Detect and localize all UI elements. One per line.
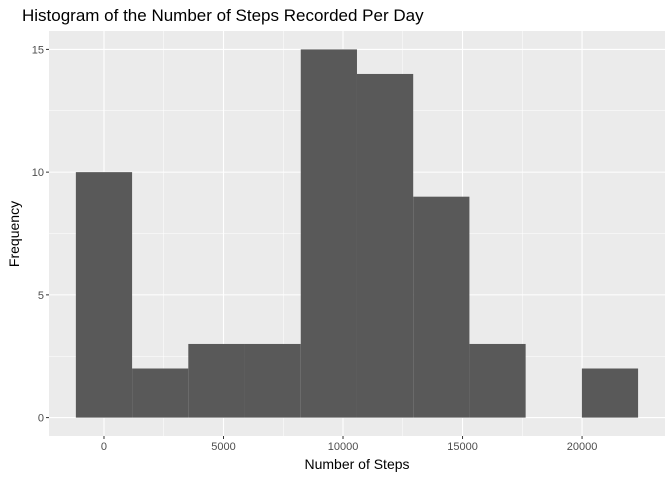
histogram-bar	[75, 172, 133, 418]
chart-title: Histogram of the Number of Steps Recorde…	[22, 6, 424, 25]
x-tick-label: 0	[101, 441, 107, 453]
y-tick-label: 0	[38, 413, 44, 425]
x-tick-label: 5000	[211, 441, 235, 453]
y-axis-title: Frequency	[6, 201, 22, 267]
x-tick-label: 10000	[328, 441, 359, 453]
x-tick-label: 20000	[567, 441, 598, 453]
y-tick-label: 5	[38, 290, 44, 302]
histogram-bars	[75, 49, 639, 418]
histogram-bar	[188, 343, 245, 418]
histogram-bar	[413, 196, 470, 418]
y-tick-label: 10	[32, 167, 44, 179]
x-tick-label: 15000	[447, 441, 478, 453]
histogram-bar	[356, 73, 414, 418]
histogram-bar	[244, 343, 301, 418]
histogram-bar	[132, 368, 189, 418]
y-axis: 0 5 10 15	[32, 44, 49, 425]
x-axis: 0 5000 10000 15000 20000	[101, 436, 597, 453]
x-axis-title: Number of Steps	[304, 456, 409, 472]
histogram-bar	[300, 49, 357, 418]
histogram-bar	[469, 343, 526, 418]
y-tick-label: 15	[32, 44, 44, 56]
histogram-bar	[581, 368, 639, 418]
